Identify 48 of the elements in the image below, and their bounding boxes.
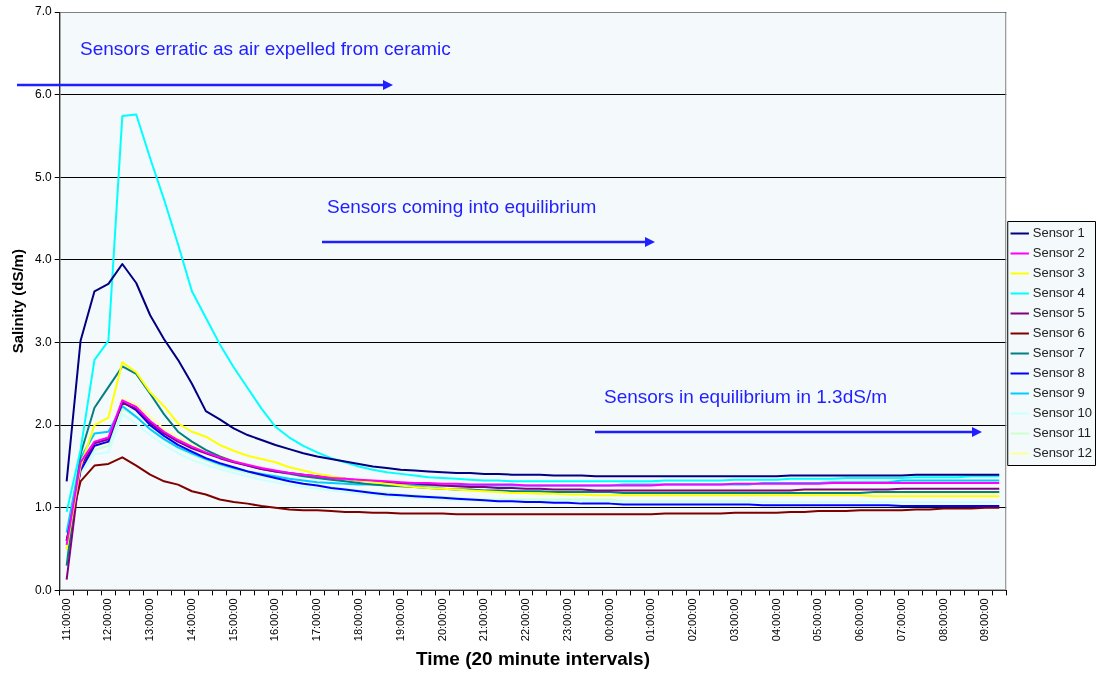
x-tick-label: 09:00:00	[978, 598, 991, 642]
x-tick-label: 13:00:00	[143, 598, 156, 642]
x-tick-label: 07:00:00	[894, 598, 907, 642]
x-tick-label: 16:00:00	[268, 598, 281, 642]
x-tick-label: 11:00:00	[59, 598, 72, 641]
x-tick-label: 15:00:00	[226, 598, 239, 642]
y-tick-label: 2.0	[34, 417, 52, 432]
x-tick-label: 04:00:00	[769, 598, 782, 642]
x-axis-title: Time (20 minute intervals)	[415, 647, 650, 669]
legend-label: Sensor 12	[1032, 445, 1092, 461]
y-tick-label: 3.0	[34, 334, 52, 349]
legend-label: Sensor 7	[1032, 345, 1085, 361]
x-tick-label: 00:00:00	[602, 598, 615, 642]
legend-label: Sensor 5	[1032, 305, 1085, 321]
x-tick-label: 02:00:00	[686, 598, 699, 642]
x-tick-label: 18:00:00	[351, 598, 364, 642]
x-tick-label: 22:00:00	[519, 598, 532, 642]
annotation: Sensors erratic as air expelled from ceramic	[80, 38, 451, 60]
y-tick-label: 6.0	[34, 86, 52, 101]
x-tick-label: 20:00:00	[435, 598, 448, 642]
legend-label: Sensor 9	[1032, 385, 1085, 401]
y-tick-label: 4.0	[34, 252, 52, 267]
legend-label: Sensor 11	[1032, 425, 1092, 441]
y-tick-label: 7.0	[34, 4, 52, 19]
annotation: Sensors in equilibrium in 1.3dS/m	[604, 386, 888, 408]
x-tick-label: 06:00:00	[853, 598, 866, 642]
x-tick-label: 01:00:00	[644, 598, 657, 642]
legend-label: Sensor 10	[1032, 405, 1092, 421]
x-tick-label: 23:00:00	[560, 598, 573, 642]
y-axis-title: Salinity (dS/m)	[9, 249, 27, 354]
legend-label: Sensor 1	[1032, 225, 1085, 241]
x-tick-label: 14:00:00	[184, 598, 197, 642]
x-tick-label: 19:00:00	[393, 598, 406, 642]
y-tick-label: 5.0	[34, 169, 52, 184]
legend-label: Sensor 3	[1032, 265, 1085, 281]
x-tick-label: 08:00:00	[936, 598, 949, 642]
legend-label: Sensor 8	[1032, 365, 1085, 381]
legend-label: Sensor 4	[1032, 285, 1085, 301]
y-tick-label: 1.0	[34, 500, 52, 515]
x-tick-label: 05:00:00	[811, 598, 824, 642]
x-tick-label: 17:00:00	[310, 598, 323, 642]
x-tick-label: 03:00:00	[727, 598, 740, 642]
y-tick-label: 0.0	[34, 582, 52, 597]
legend-label: Sensor 2	[1032, 245, 1085, 261]
x-tick-label: 12:00:00	[101, 598, 114, 642]
x-tick-label: 21:00:00	[477, 598, 490, 642]
legend-label: Sensor 6	[1032, 325, 1085, 341]
annotation: Sensors coming into equilibrium	[327, 196, 597, 218]
